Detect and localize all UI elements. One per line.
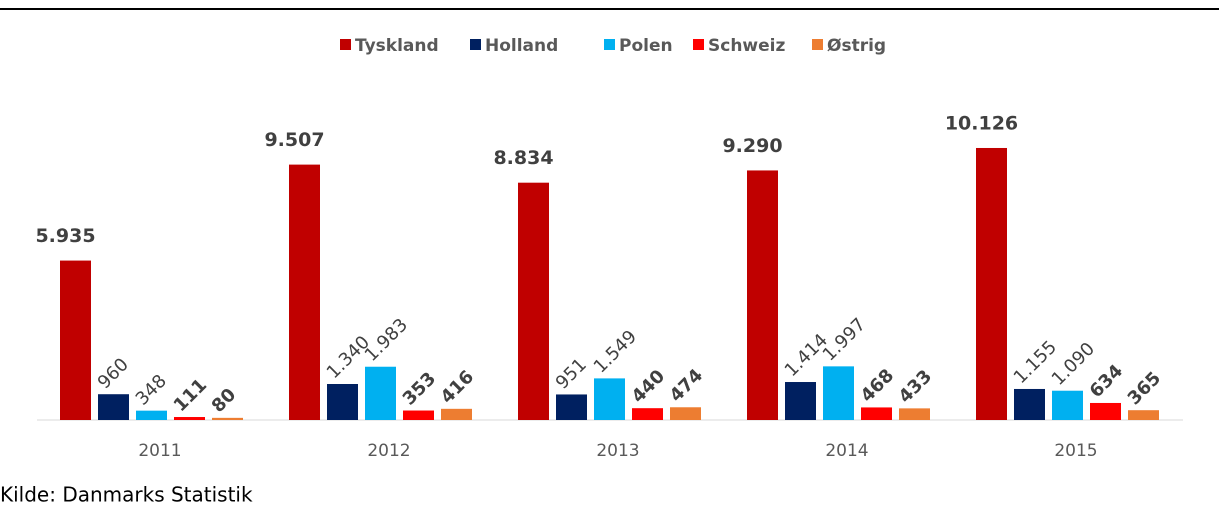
x-tick-label: 2014 [825, 441, 868, 461]
legend-label: Polen [619, 36, 673, 56]
value-label: 353 [399, 368, 440, 409]
value-label: 1.549 [590, 326, 641, 377]
value-label: 80 [208, 384, 241, 417]
legend-swatch [812, 39, 823, 50]
value-label: 951 [552, 354, 591, 393]
bar [518, 182, 549, 420]
x-tick-label: 2012 [367, 441, 410, 461]
bar [98, 394, 129, 420]
value-label: 5.935 [35, 225, 95, 247]
legend-label: Tyskland [355, 36, 439, 56]
source: Kilde: Danmarks Statistik [0, 483, 253, 507]
legend-swatch [340, 39, 351, 50]
value-label: 365 [1124, 368, 1165, 409]
x-tick-label: 2013 [596, 441, 639, 461]
bar [594, 378, 625, 420]
bar [60, 260, 91, 420]
bar [823, 366, 854, 420]
bar [556, 394, 587, 420]
bar [136, 410, 167, 420]
bar [632, 408, 663, 420]
bar [899, 408, 930, 420]
bar [289, 164, 320, 420]
bar [1090, 402, 1121, 420]
bar [861, 407, 892, 420]
value-label: 111 [170, 375, 211, 416]
value-label: 440 [628, 366, 669, 407]
bar [365, 366, 396, 420]
bar [670, 407, 701, 420]
value-label: 9.507 [264, 129, 324, 151]
value-label: 348 [132, 371, 171, 410]
value-label: 10.126 [945, 112, 1018, 134]
value-label: 433 [895, 366, 936, 407]
bar [441, 408, 472, 420]
bar [1014, 388, 1045, 420]
value-label: 416 [437, 366, 478, 407]
bar [174, 417, 205, 420]
bar [403, 410, 434, 420]
legend-swatch [693, 39, 704, 50]
bar [212, 417, 243, 420]
bar [1128, 410, 1159, 420]
value-label: 634 [1086, 361, 1127, 402]
x-tick-label: 2011 [138, 441, 181, 461]
value-label: 8.834 [493, 147, 553, 169]
legend-label: Holland [485, 36, 558, 56]
bar [1052, 390, 1083, 420]
bar [976, 147, 1007, 420]
bar [785, 382, 816, 420]
value-label: 1.983 [361, 315, 412, 366]
legend-swatch [470, 39, 481, 50]
x-tick-label: 2015 [1054, 441, 1097, 461]
bar [747, 170, 778, 420]
legend-label: Østrig [827, 36, 886, 56]
value-label: 9.290 [722, 135, 782, 157]
legend-swatch [604, 39, 615, 50]
legend-label: Schweiz [708, 36, 785, 56]
value-label: 474 [666, 365, 707, 406]
value-label: 468 [857, 365, 898, 406]
value-label: 960 [94, 354, 133, 393]
bar [327, 384, 358, 420]
